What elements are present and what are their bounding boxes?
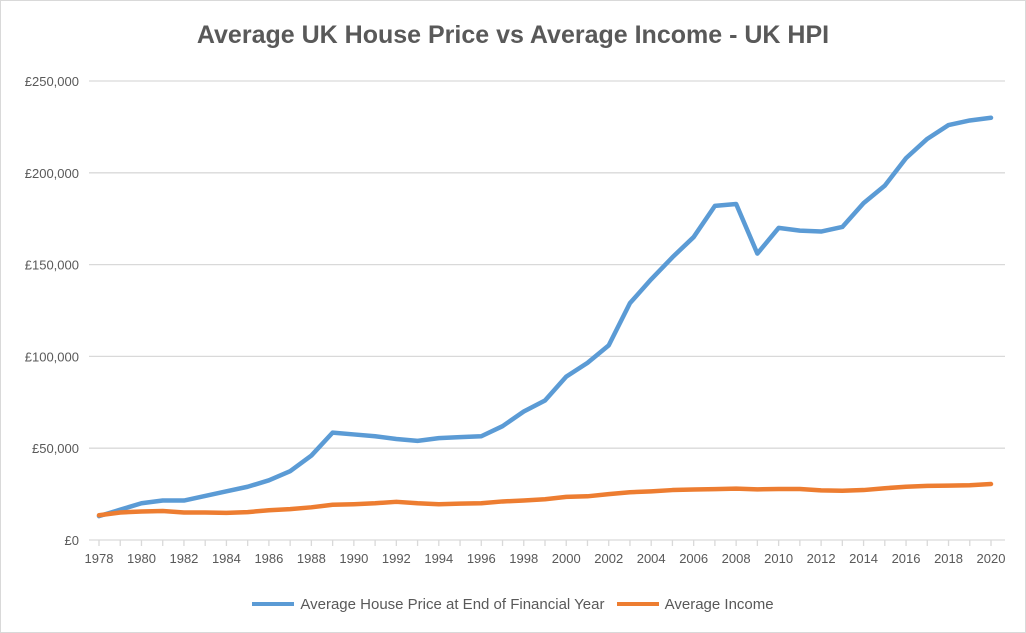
- x-tick-label: 1996: [467, 551, 496, 566]
- x-tick-label: 2016: [892, 551, 921, 566]
- x-tick-label: 1986: [254, 551, 283, 566]
- x-tick-label: 2014: [849, 551, 878, 566]
- legend-item-income: Average Income: [616, 595, 774, 613]
- x-tick-label: 1984: [212, 551, 241, 566]
- x-tick-label: 1982: [169, 551, 198, 566]
- x-tick-label: 1994: [424, 551, 453, 566]
- x-tick-label: 1998: [509, 551, 538, 566]
- x-tick-label: 1980: [127, 551, 156, 566]
- legend: Average House Price at End of Financial …: [1, 593, 1025, 613]
- x-tick-label: 2008: [722, 551, 751, 566]
- x-tick-label: 1992: [382, 551, 411, 566]
- y-tick-label: £250,000: [25, 74, 79, 89]
- series-line-house-price: [96, 115, 994, 519]
- x-tick-label: 1988: [297, 551, 326, 566]
- x-tick-label: 2002: [594, 551, 623, 566]
- legend-label-income: Average Income: [664, 595, 774, 613]
- legend-swatch-income: [616, 602, 659, 606]
- y-tick-label: £0: [65, 533, 79, 548]
- y-tick-label: £50,000: [32, 441, 79, 456]
- legend-label-house-price: Average House Price at End of Financial …: [300, 595, 605, 613]
- y-tick-label: £150,000: [25, 258, 79, 273]
- x-tick-label: 2000: [552, 551, 581, 566]
- y-tick-label: £100,000: [25, 349, 79, 364]
- x-tick-label: 2012: [807, 551, 836, 566]
- x-tick-label: 1990: [339, 551, 368, 566]
- x-tick-label: 1978: [85, 551, 114, 566]
- x-tick-label: 2006: [679, 551, 708, 566]
- x-tick-label: 2004: [637, 551, 666, 566]
- y-tick-label: £200,000: [25, 166, 79, 181]
- x-tick-label: 2020: [977, 551, 1006, 566]
- legend-swatch-house-price: [252, 602, 295, 606]
- x-tick-label: 2010: [764, 551, 793, 566]
- chart-title: Average UK House Price vs Average Income…: [196, 21, 830, 49]
- x-tick-label: 2018: [934, 551, 963, 566]
- legend-item-house-price: Average House Price at End of Financial …: [252, 596, 604, 613]
